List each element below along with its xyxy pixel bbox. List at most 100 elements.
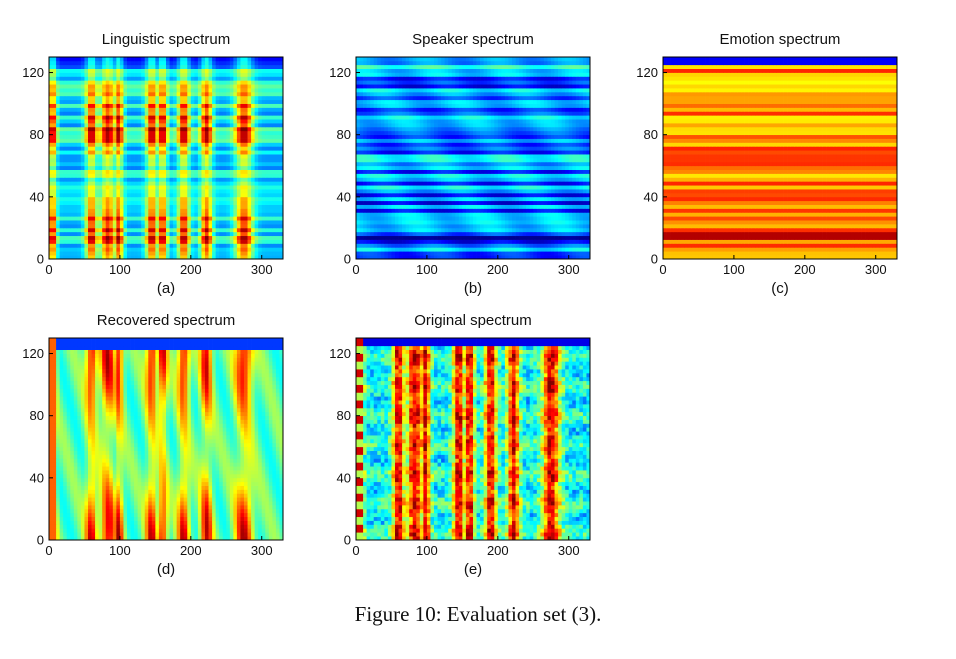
heatmap-cell [141, 212, 146, 217]
heatmap-cell [158, 192, 163, 198]
heatmap-cell [215, 200, 220, 205]
heatmap-cell [56, 224, 60, 229]
heatmap-cell [105, 95, 110, 101]
heatmap-cell [416, 220, 421, 225]
heatmap-cell [66, 165, 71, 170]
heatmap-cell [190, 224, 195, 229]
heatmap-cell [247, 216, 252, 221]
heatmap-cell [387, 192, 392, 198]
heatmap-cell [112, 169, 117, 174]
heatmap-cell [412, 235, 417, 240]
heatmap-cell [197, 227, 202, 233]
heatmap-cell [455, 173, 460, 178]
heatmap-cell [212, 68, 216, 73]
heatmap-cell [219, 123, 224, 128]
heatmap-cell [95, 177, 99, 182]
heatmap-cell [166, 208, 170, 213]
heatmap-cell [575, 173, 580, 178]
heatmap-cell [359, 220, 364, 225]
heatmap-cell [529, 235, 534, 240]
heatmap-cell [52, 60, 57, 66]
heatmap-cell [137, 212, 142, 217]
heatmap-cell [233, 88, 238, 93]
heatmap-cell [105, 138, 110, 143]
heatmap-cell [251, 107, 255, 112]
linguistic-spectrum-panel: Linguistic spectrum 0 100 200 300 0 40 80 120 (… [15, 30, 315, 300]
heatmap-cell [180, 251, 185, 256]
heatmap-cell [187, 185, 192, 190]
heatmap-cell [561, 247, 566, 252]
heatmap-cell [275, 146, 280, 151]
heatmap-cell [144, 189, 149, 194]
heatmap-cell [465, 231, 470, 237]
heatmap-cell [370, 208, 375, 213]
heatmap-cell [73, 76, 78, 81]
heatmap-cell [465, 251, 470, 256]
heatmap-cell [148, 235, 153, 240]
heatmap-cell [102, 247, 107, 252]
heatmap-cell [109, 251, 114, 256]
heatmap-cell [80, 91, 85, 97]
heatmap-cell [66, 224, 71, 229]
heatmap-cell [91, 154, 96, 159]
heatmap-cell [70, 115, 75, 120]
heatmap-cell [102, 84, 107, 89]
heatmap-cell [582, 173, 587, 178]
heatmap-cell [123, 208, 128, 213]
heatmap-cell [73, 247, 78, 252]
heatmap-cell [91, 126, 96, 132]
heatmap-cell [405, 169, 410, 174]
heatmap-cell [437, 231, 442, 237]
heatmap-cell [258, 208, 263, 213]
heatmap-cell [52, 76, 57, 81]
heatmap-cell [451, 212, 456, 217]
heatmap-cell [469, 173, 474, 178]
heatmap-cell [173, 150, 177, 155]
heatmap-cell [384, 200, 389, 205]
heatmap-cell [279, 119, 284, 124]
heatmap-cell [554, 173, 559, 178]
heatmap-cell [158, 235, 163, 240]
heatmap-cell [426, 216, 431, 221]
heatmap-cell [465, 185, 470, 190]
heatmap-cell [98, 243, 103, 248]
heatmap-cell [194, 138, 199, 143]
heatmap-cell [247, 177, 252, 182]
heatmap-cell [59, 200, 64, 205]
heatmap-cell [183, 68, 188, 73]
heatmap-cell [98, 119, 103, 124]
heatmap-cell [236, 88, 241, 93]
heatmap-cell [70, 189, 75, 194]
heatmap-cell [180, 142, 185, 147]
heatmap-cell [194, 134, 199, 139]
heatmap-cell [261, 60, 266, 66]
heatmap-cell [98, 80, 103, 85]
heatmap-cell [95, 64, 99, 69]
heatmap-cell [201, 142, 206, 147]
heatmap-cell [279, 146, 284, 151]
heatmap-cell [494, 204, 499, 209]
heatmap-cell [98, 239, 103, 244]
heatmap-cell [119, 111, 124, 116]
heatmap-cell [166, 158, 170, 163]
heatmap-cell [222, 64, 227, 69]
heatmap-cell [91, 212, 96, 217]
heatmap-cell [398, 189, 403, 194]
heatmap-cell [575, 212, 580, 217]
heatmap-cell [533, 185, 538, 190]
heatmap-cell [105, 64, 110, 69]
heatmap-cell [119, 119, 124, 124]
heatmap-cell [88, 177, 92, 182]
heatmap-cell [251, 200, 255, 205]
heatmap-cell [49, 126, 53, 132]
heatmap-cell [480, 255, 484, 260]
heatmap-cell [244, 227, 248, 233]
heatmap-cell [119, 243, 124, 248]
heatmap-cell [579, 239, 584, 244]
heatmap-cell [501, 173, 506, 178]
heatmap-cell [212, 154, 216, 159]
heatmap-cell [554, 181, 559, 186]
heatmap-cell [162, 154, 167, 159]
heatmap-cell [80, 80, 85, 85]
heatmap-cell [84, 76, 89, 81]
